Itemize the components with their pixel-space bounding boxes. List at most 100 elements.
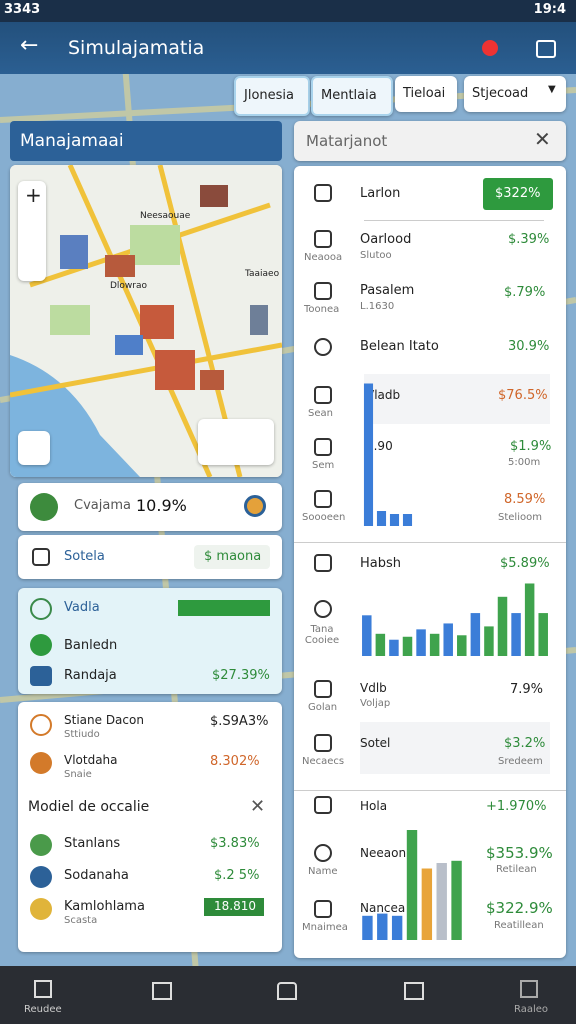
modal-item-value: 18.810 bbox=[214, 899, 256, 913]
chart-bar bbox=[362, 915, 373, 940]
item-value: $.S9A3% bbox=[210, 714, 269, 729]
row-value: 30.9% bbox=[508, 339, 550, 354]
icon bbox=[314, 844, 332, 862]
chart-bar bbox=[429, 633, 440, 656]
nav-square[interactable] bbox=[404, 982, 424, 1000]
settings-button[interactable] bbox=[244, 495, 266, 517]
detail-panel: Larlon $322% Neaooa Oarlood Slutoo $.39%… bbox=[294, 166, 566, 958]
icon bbox=[30, 634, 52, 656]
row-value: $.39% bbox=[508, 232, 550, 247]
item-value: $27.39% bbox=[212, 668, 270, 683]
nav-map[interactable] bbox=[277, 982, 297, 1000]
dropdown-arrow: ▼ bbox=[548, 84, 556, 95]
share-button[interactable] bbox=[536, 40, 556, 58]
icon bbox=[314, 734, 332, 752]
row-value: $.79% bbox=[504, 285, 546, 300]
row-name: Belean Itato bbox=[360, 339, 439, 354]
icon bbox=[314, 230, 332, 248]
nav-home[interactable] bbox=[34, 980, 52, 998]
row-sub: Retilean bbox=[496, 864, 537, 875]
icon-label: Sem bbox=[312, 460, 335, 471]
icon-label: Necaecs bbox=[302, 756, 345, 767]
layer-button[interactable] bbox=[198, 419, 274, 465]
item-sub: Snaie bbox=[64, 769, 92, 780]
icon-label: Golan bbox=[308, 702, 338, 713]
nav-chat[interactable] bbox=[152, 982, 172, 1000]
modal-item-value: $.2 5% bbox=[214, 868, 260, 883]
chart-bar bbox=[436, 863, 447, 940]
row-name: Vladb bbox=[366, 388, 401, 402]
mini-charts bbox=[362, 383, 548, 940]
icon bbox=[30, 752, 52, 774]
icon-label: Sean bbox=[308, 408, 333, 419]
app-title: Simulajamatia bbox=[68, 37, 205, 59]
icon bbox=[314, 680, 332, 698]
chart-bar bbox=[416, 629, 426, 656]
tab-label: Tieloai bbox=[403, 86, 446, 101]
locate-button[interactable] bbox=[18, 431, 50, 465]
chart-bar bbox=[511, 613, 521, 656]
icon bbox=[314, 184, 332, 202]
icon bbox=[314, 554, 332, 572]
search-box[interactable]: Matarjanot ✕ bbox=[294, 121, 566, 161]
row-highlight bbox=[360, 722, 550, 774]
nav-label: Reudee bbox=[24, 1004, 62, 1015]
chart-bar bbox=[389, 639, 399, 656]
modal-item-sub: Scasta bbox=[64, 915, 98, 926]
row-value: $76.5% bbox=[498, 388, 548, 403]
row-sub: Slutoo bbox=[360, 250, 392, 261]
divider bbox=[294, 790, 566, 791]
dropdown-label: Stjecoad bbox=[472, 86, 529, 101]
zoom-in[interactable]: + bbox=[25, 183, 42, 207]
summary-name: Cvajama bbox=[74, 498, 131, 513]
map-label: Dlowrao bbox=[110, 281, 148, 291]
icon bbox=[314, 438, 332, 456]
status-bar bbox=[0, 0, 576, 22]
close-button[interactable]: ✕ bbox=[250, 796, 266, 817]
chart-bar bbox=[377, 913, 388, 940]
clear-button[interactable]: ✕ bbox=[534, 127, 551, 151]
icon bbox=[314, 796, 332, 814]
row-name: Oarlood bbox=[360, 232, 412, 247]
tab[interactable]: Mentlaia bbox=[311, 76, 393, 116]
tab[interactable]: Jlonesia bbox=[234, 76, 310, 116]
clock: 19:4 bbox=[533, 2, 566, 17]
map-card: Neesaouae Dlowrao Taaiaeo + bbox=[10, 165, 282, 477]
panel-header: Manajamaai bbox=[10, 121, 282, 161]
icon bbox=[30, 666, 52, 686]
tab-label: Jlonesia bbox=[244, 88, 294, 103]
modal-item-name: Stanlans bbox=[64, 836, 121, 851]
action-button[interactable]: $ maona bbox=[194, 545, 270, 569]
row-value: +1.970% bbox=[486, 799, 547, 814]
value-badge: $322% bbox=[483, 178, 553, 210]
nav-alerts[interactable] bbox=[520, 980, 538, 998]
icon-label: Soooeen bbox=[302, 512, 346, 523]
row-name: Neeaon bbox=[360, 846, 407, 860]
row-value: 8.59% bbox=[504, 492, 546, 507]
value-badge: 18.810 bbox=[204, 898, 264, 916]
tab[interactable]: Tieloai bbox=[395, 76, 457, 112]
row-sub: Reatillean bbox=[494, 920, 544, 931]
row-highlight bbox=[364, 374, 550, 424]
chart-bar bbox=[389, 514, 400, 526]
row-name: Sotel bbox=[360, 736, 391, 750]
item-name: Banledn bbox=[64, 638, 118, 653]
chart-bar bbox=[376, 511, 387, 526]
chart-bar bbox=[402, 514, 413, 526]
summary-card[interactable]: Cvajama 10.9% bbox=[18, 483, 282, 531]
dropdown[interactable]: Stjecoad ▼ bbox=[464, 76, 566, 112]
action-button-label: $ maona bbox=[204, 549, 262, 564]
row-sub: Stelioom bbox=[498, 512, 542, 523]
summary-value: 10.9% bbox=[136, 496, 187, 515]
back-button[interactable]: ← bbox=[20, 33, 39, 58]
action-card: Sotela $ maona bbox=[18, 535, 282, 579]
icon-label: Name bbox=[308, 866, 338, 877]
chart-bar bbox=[470, 613, 481, 656]
row-value: $322% bbox=[495, 186, 541, 201]
row-value: $5.89% bbox=[500, 556, 550, 571]
row-name: Larlon bbox=[360, 186, 401, 201]
map-controls[interactable]: + bbox=[18, 181, 46, 281]
modal-item-name: Sodanaha bbox=[64, 868, 129, 883]
alert-button[interactable] bbox=[482, 40, 498, 56]
chart-bar bbox=[443, 623, 453, 656]
